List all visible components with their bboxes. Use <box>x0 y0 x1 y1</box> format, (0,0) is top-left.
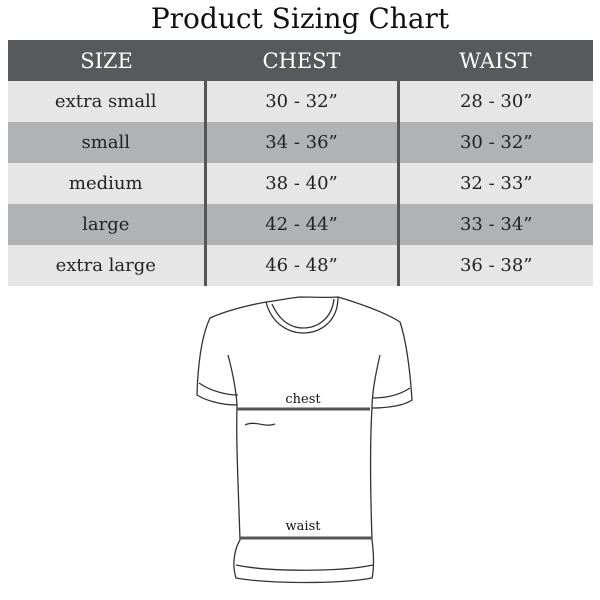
table-row: large 42 - 44” 33 - 34” <box>8 204 593 245</box>
cell-waist: 36 - 38” <box>396 245 593 286</box>
header-waist: WAIST <box>398 40 593 81</box>
cell-size: extra small <box>8 81 205 122</box>
cell-waist: 32 - 33” <box>396 163 593 204</box>
header-chest: CHEST <box>205 40 398 81</box>
cell-chest: 46 - 48” <box>203 245 398 286</box>
table-row: extra small 30 - 32” 28 - 30” <box>8 81 593 122</box>
cell-waist: 33 - 34” <box>396 204 593 245</box>
table-row: extra large 46 - 48” 36 - 38” <box>8 245 593 286</box>
cell-chest: 38 - 40” <box>203 163 398 204</box>
sizing-table: SIZE CHEST WAIST extra small 30 - 32” 28 -… <box>8 40 593 286</box>
cell-size: large <box>8 204 205 245</box>
cell-size: small <box>8 122 205 163</box>
cell-size: medium <box>8 163 205 204</box>
cell-size: extra large <box>8 245 205 286</box>
table-header-row: SIZE CHEST WAIST <box>8 40 593 81</box>
cell-waist: 28 - 30” <box>396 81 593 122</box>
table-row: medium 38 - 40” 32 - 33” <box>8 163 593 204</box>
table-row: small 34 - 36” 30 - 32” <box>8 122 593 163</box>
cell-chest: 42 - 44” <box>203 204 398 245</box>
waist-label: waist <box>286 519 322 534</box>
page-title: Product Sizing Chart <box>150 2 450 35</box>
header-size: SIZE <box>8 40 205 81</box>
chest-label: chest <box>285 392 321 407</box>
cell-chest: 30 - 32” <box>203 81 398 122</box>
tshirt-outline <box>196 296 413 584</box>
cell-waist: 30 - 32” <box>396 122 593 163</box>
cell-chest: 34 - 36” <box>203 122 398 163</box>
